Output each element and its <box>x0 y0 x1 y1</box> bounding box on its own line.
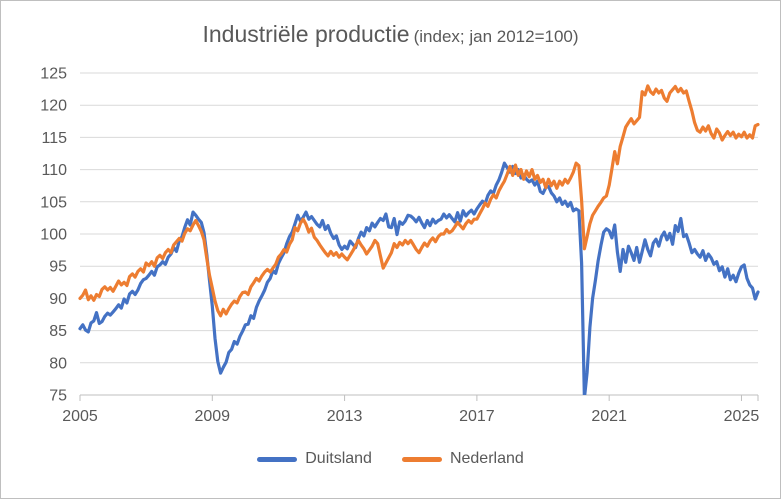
y-axis-label: 90 <box>49 291 67 308</box>
legend-swatch-duitsland-icon <box>257 456 298 462</box>
y-axis-label: 95 <box>49 259 67 276</box>
x-axis-label: 2013 <box>327 408 363 425</box>
legend: Duitsland Nederland <box>1 450 780 468</box>
y-axis-label: 100 <box>40 227 67 244</box>
y-axis-label: 125 <box>40 66 67 83</box>
y-axis-label: 120 <box>40 98 67 115</box>
series-line-duitsland <box>78 161 760 395</box>
series-line-nederland <box>78 84 760 318</box>
y-axis-label: 115 <box>41 130 67 147</box>
x-axis-label: 2025 <box>724 408 760 425</box>
x-axis-label: 2017 <box>459 408 495 425</box>
y-axis-label: 110 <box>41 162 67 179</box>
y-axis-label: 80 <box>49 355 67 372</box>
y-axis-label: 85 <box>49 323 67 340</box>
x-axis-label: 2021 <box>591 408 627 425</box>
legend-swatch-nederland-icon <box>401 456 442 462</box>
y-axis-label: 75 <box>49 388 67 405</box>
legend-label-nederland: Nederland <box>449 450 524 467</box>
chart-title: Industriële productie (index; jan 2012=10… <box>1 21 780 48</box>
legend-label-duitsland: Duitsland <box>305 450 372 467</box>
x-axis-label: 2005 <box>62 408 98 425</box>
chart-title-sub: (index; jan 2012=100) <box>413 27 579 46</box>
legend-item-nederland: Nederland <box>401 450 524 468</box>
y-axis-label: 105 <box>40 194 67 211</box>
chart-title-main: Industriële productie <box>202 21 410 47</box>
legend-item-duitsland: Duitsland <box>257 450 372 468</box>
x-axis-label: 2009 <box>194 408 230 425</box>
